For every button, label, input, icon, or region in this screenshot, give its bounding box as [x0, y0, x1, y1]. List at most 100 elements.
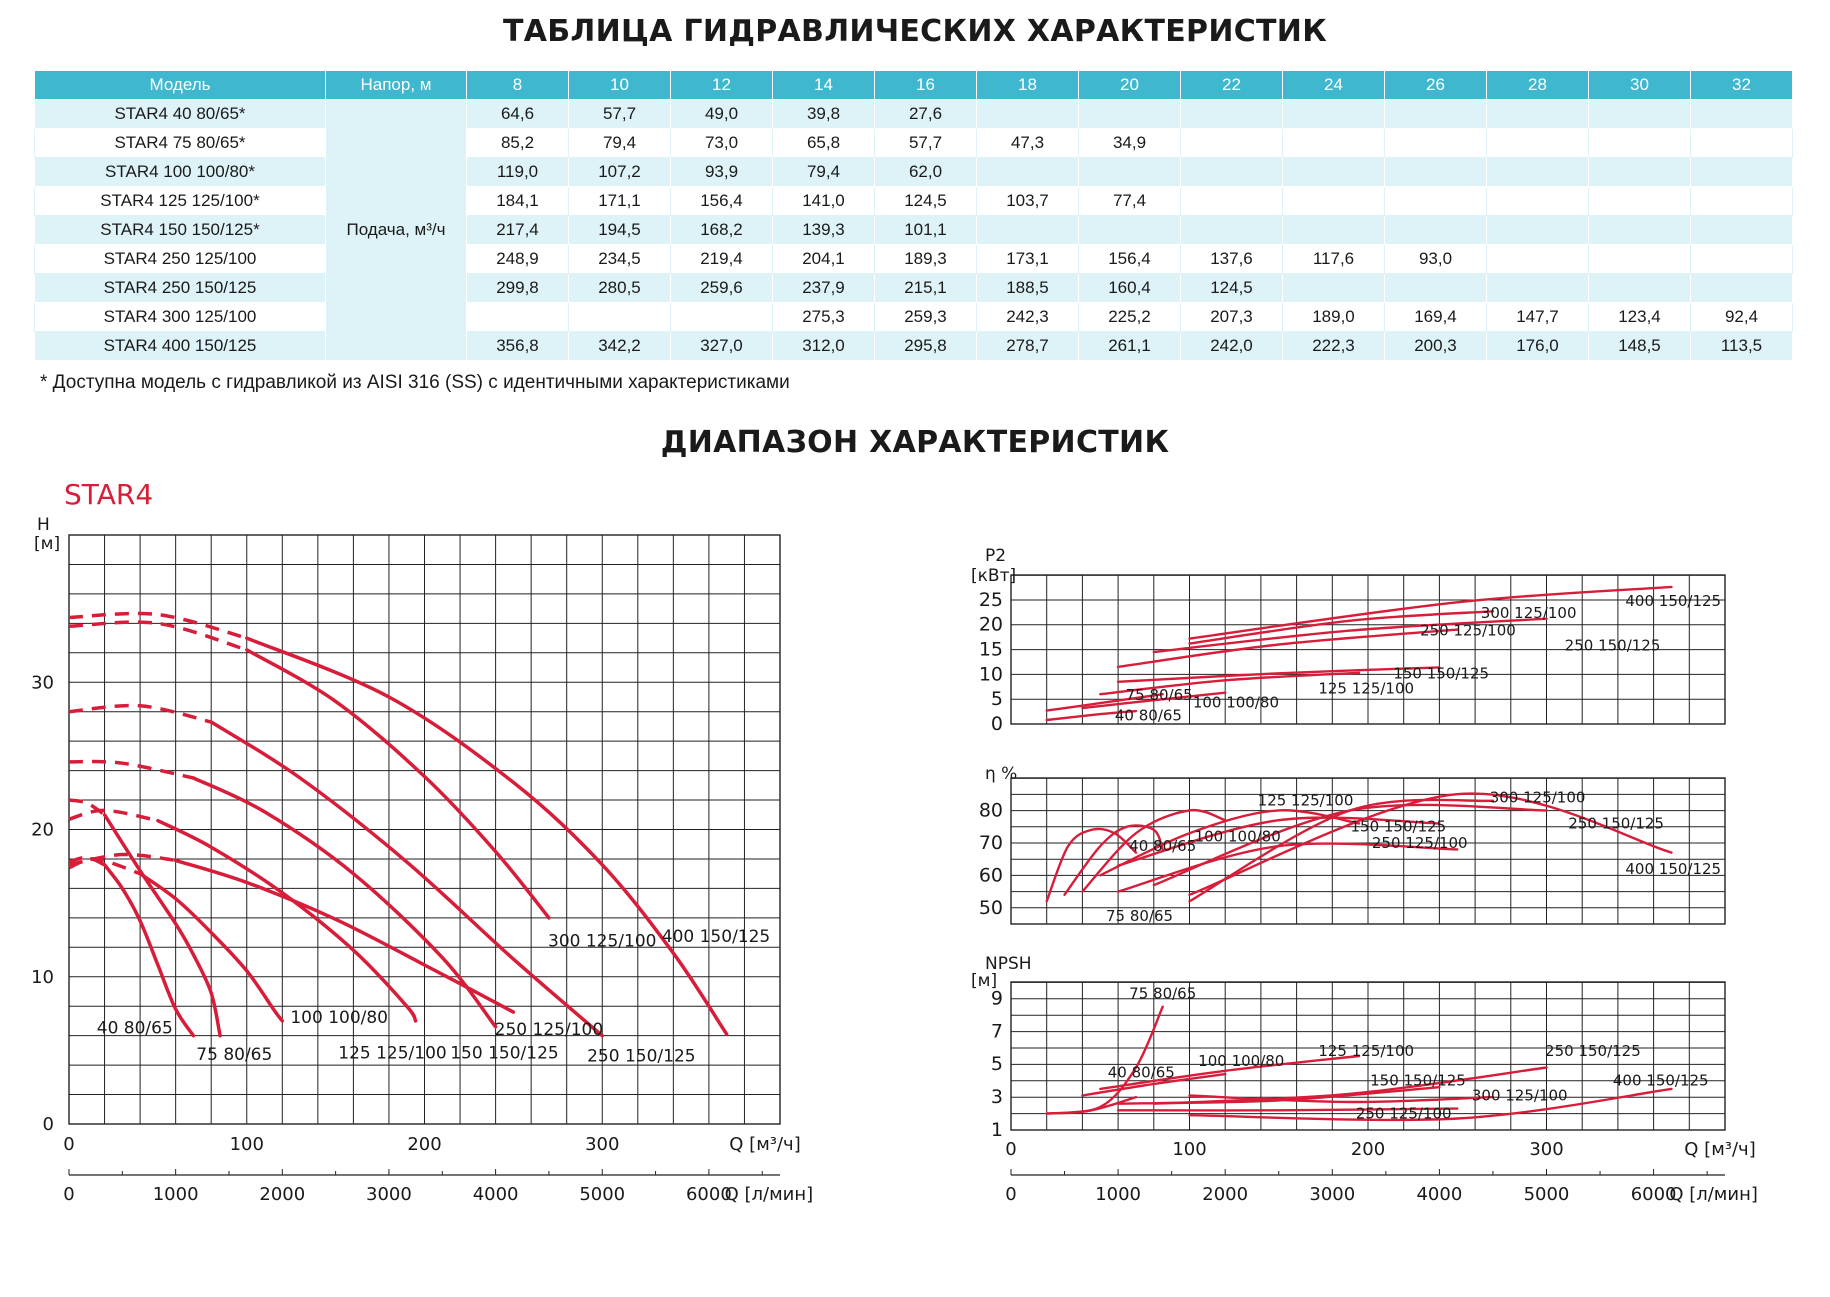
- series-dash-125-125-100: [68, 808, 159, 823]
- value-cell: 113,5: [1690, 331, 1793, 361]
- curve-label: 40 80/65: [1115, 707, 1182, 725]
- header-col-20: 20: [1078, 70, 1181, 100]
- series-line-75-80-65: [1045, 693, 1164, 712]
- value-cell: 168,2: [670, 215, 773, 245]
- y-axis-label: NPSH: [985, 954, 1032, 974]
- curve-label: 125 125/100: [338, 1043, 446, 1063]
- curve-label: 40 80/65: [97, 1018, 173, 1038]
- x-tick-label: 300: [585, 1134, 619, 1155]
- x-tick-label: 200: [1351, 1139, 1385, 1160]
- value-cell: [1384, 128, 1487, 158]
- model-cell: STAR4 150 150/125*: [34, 215, 326, 245]
- x2-axis-label: Q [л/мин]: [1669, 1184, 1758, 1205]
- y-tick-label: 20: [979, 614, 1003, 636]
- value-cell: 103,7: [976, 186, 1079, 216]
- curve-label: 125 125/100: [1258, 792, 1354, 810]
- y-tick-label: 25: [979, 589, 1003, 611]
- x2-tick-label: 3000: [1309, 1184, 1355, 1205]
- value-cell: 261,1: [1078, 331, 1181, 361]
- x-axis-label: Q [м³/ч]: [1684, 1139, 1755, 1160]
- value-cell: 207,3: [1180, 302, 1283, 332]
- plot-frame: [1010, 981, 1726, 1131]
- value-cell: [1588, 99, 1691, 129]
- value-cell: 139,3: [772, 215, 875, 245]
- value-cell: 107,2: [568, 157, 671, 187]
- curve-label: 300 125/100: [548, 931, 656, 951]
- header-head: Напор, м: [325, 70, 467, 100]
- value-cell: [1180, 157, 1283, 187]
- curve-label: 400 150/125: [1613, 1072, 1709, 1090]
- value-cell: [1486, 215, 1589, 245]
- curve-label: 100 100/80: [1198, 1052, 1284, 1070]
- series-line-250-150-125: [1152, 1066, 1548, 1105]
- header-col-24: 24: [1282, 70, 1385, 100]
- x-tick-label: 0: [63, 1134, 74, 1155]
- curve-label: 100 100/80: [1193, 694, 1279, 712]
- value-cell: 356,8: [466, 331, 569, 361]
- value-cell: 173,1: [976, 244, 1079, 274]
- table-row: STAR4 250 150/125 299,8 280,5 259,6 237,9 215…: [34, 273, 1793, 303]
- plot-frame: [1010, 777, 1726, 925]
- value-cell: [670, 302, 773, 332]
- flow-label-cell: Подача, м³/ч: [325, 99, 467, 361]
- series-line-75-80-65: [1063, 824, 1164, 896]
- value-cell: [1180, 186, 1283, 216]
- series-line-400-150-125: [1188, 792, 1673, 896]
- value-cell: [1690, 99, 1793, 129]
- header-col-16: 16: [874, 70, 977, 100]
- y-tick-label: 10: [979, 663, 1003, 685]
- value-cell: [1282, 128, 1385, 158]
- value-cell: [976, 157, 1079, 187]
- x2-tick-label: 0: [1005, 1184, 1016, 1205]
- value-cell: [1486, 244, 1589, 274]
- table-row: STAR4 250 125/100 248,9 234,5 219,4 204,1 189…: [34, 244, 1793, 274]
- table-title: ТАБЛИЦА ГИДРАВЛИЧЕСКИХ ХАРАКТЕРИСТИК: [502, 14, 1328, 49]
- curve-label: 100 100/80: [290, 1008, 388, 1028]
- series-line-250-150-125: [1152, 617, 1548, 654]
- y-tick-label: 70: [979, 832, 1003, 854]
- value-cell: [1690, 128, 1793, 158]
- curve-label: 300 125/100: [1490, 788, 1586, 806]
- y-tick-label: 50: [979, 897, 1003, 919]
- y-axis-unit: [кВт]: [971, 566, 1016, 586]
- value-cell: [1588, 186, 1691, 216]
- curve-label: 400 150/125: [1625, 860, 1721, 878]
- value-cell: [1690, 273, 1793, 303]
- value-cell: 215,1: [874, 273, 977, 303]
- value-cell: [1588, 128, 1691, 158]
- value-cell: 39,8: [772, 99, 875, 129]
- value-cell: [1486, 186, 1589, 216]
- header-col-22: 22: [1180, 70, 1283, 100]
- series-line-150-150-125: [1116, 666, 1441, 683]
- value-cell: 204,1: [772, 244, 875, 274]
- hydraulic-table: Модель Напор, м 8 10 12 14 16 18 20 22 24 26 28 30 3…: [34, 70, 1793, 361]
- y-tick-label: 1: [991, 1119, 1003, 1141]
- value-cell: [1282, 186, 1385, 216]
- curve-label: 40 80/65: [1108, 1063, 1175, 1081]
- y-tick-label: 60: [979, 864, 1003, 886]
- x-tick-label: 100: [1172, 1139, 1206, 1160]
- model-cell: STAR4 75 80/65*: [34, 128, 326, 158]
- y-tick-label: 15: [979, 639, 1003, 661]
- model-cell: STAR4 40 80/65*: [34, 99, 326, 129]
- y-tick-label: 10: [31, 967, 54, 988]
- value-cell: 188,5: [976, 273, 1079, 303]
- value-cell: 234,5: [568, 244, 671, 274]
- series-line-250-125-100: [173, 858, 516, 1014]
- curve-label: 75 80/65: [1106, 907, 1173, 925]
- value-cell: [1078, 215, 1181, 245]
- value-cell: [1384, 99, 1487, 129]
- series-line-400-150-125: [1188, 585, 1673, 640]
- value-cell: 147,7: [1486, 302, 1589, 332]
- x2-axis-label: Q [л/мин]: [725, 1184, 814, 1205]
- curve-label: 250 150/125: [1568, 814, 1664, 832]
- table-row: STAR4 100 100/80* 119,0 107,2 93,9 79,4 62,0: [34, 157, 1793, 187]
- value-cell: 200,3: [1384, 331, 1487, 361]
- series-line-150-150-125: [191, 776, 498, 1029]
- curve-label: 150 150/125: [1370, 1072, 1466, 1090]
- series-line-300-125-100: [245, 648, 551, 920]
- value-cell: 327,0: [670, 331, 773, 361]
